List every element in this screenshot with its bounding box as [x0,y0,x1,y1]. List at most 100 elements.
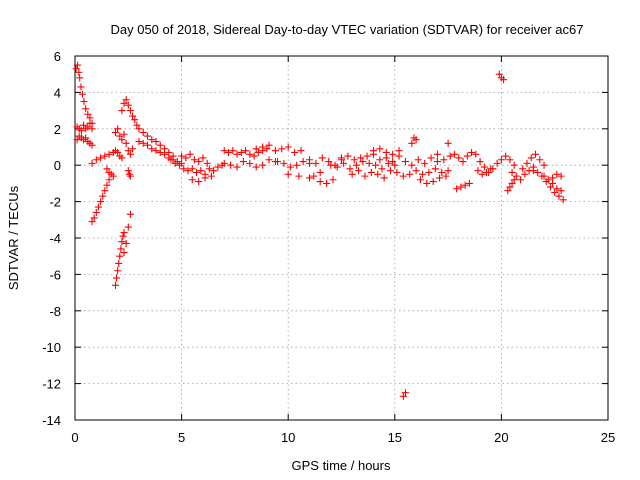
data-point [92,209,100,217]
data-point [280,159,288,167]
data-point [416,176,424,184]
data-point [506,156,514,164]
data-point [532,150,540,158]
series-arc-af [416,172,450,187]
data-point [161,150,169,158]
data-point [310,172,318,180]
data-point [291,148,299,156]
data-point [306,174,314,182]
data-point [182,154,190,162]
data-point [421,159,429,167]
x-tick-label: 0 [71,430,78,445]
data-point [75,68,83,76]
data-point [84,123,92,131]
y-tick-label: -12 [42,377,61,392]
data-point [120,99,128,107]
series-arc-i [112,125,137,158]
data-point [523,159,531,167]
data-point [188,176,196,184]
data-point [540,161,548,169]
data-point [472,150,480,158]
data-point [504,187,512,195]
series-arc-l [124,167,134,180]
data-point [129,112,137,120]
y-tick-label: 6 [54,49,61,64]
y-tick-label: -6 [49,267,61,282]
y-tick-label: -10 [42,340,61,355]
data-point [122,139,130,147]
data-point [408,161,416,169]
data-point [139,139,147,147]
data-point [512,172,520,180]
series-arc-b [73,119,96,135]
series-arc-ak [474,165,495,178]
data-point [284,170,292,178]
data-point [348,170,356,178]
data-point [88,141,96,149]
data-point [195,178,203,186]
data-point [188,165,196,173]
data-point [510,161,518,169]
data-point [259,161,267,169]
data-point [252,145,260,153]
data-point [352,161,360,169]
series-arc-ah [450,148,476,166]
data-point [382,148,390,156]
data-point [90,214,98,222]
data-point [438,168,446,176]
data-point [521,170,529,178]
data-point [120,249,128,257]
data-point [295,172,303,180]
data-point [408,139,416,147]
data-point [118,136,126,144]
data-point [126,172,134,180]
y-axis-ticks: 6 4 2 0 -2 -4 -6 -8 -10 -12 -14 [42,49,608,428]
data-point [229,147,237,155]
data-point [361,172,369,180]
data-point [178,152,186,160]
y-tick-label: -4 [49,231,61,246]
y-tick-label: 4 [54,85,61,100]
data-point [378,165,386,173]
data-point [286,163,294,171]
data-point [88,159,96,167]
series-arc-aq [540,172,565,195]
data-point [557,172,565,180]
data-point [510,176,518,184]
data-point [124,223,132,231]
data-point [94,203,102,211]
data-point [346,165,354,173]
series-arc-ar [549,170,565,182]
data-point [559,196,567,204]
data-point [480,163,488,171]
data-point [453,185,461,193]
data-point [148,145,156,153]
data-point [534,168,542,176]
data-point [112,128,120,136]
data-point [82,105,90,113]
series-arc-ae [412,165,452,178]
data-point [175,161,183,169]
data-point [376,145,384,153]
y-tick-label: 0 [54,158,61,173]
data-point [197,167,205,175]
data-point [126,210,134,218]
data-point [431,165,439,173]
data-point [551,189,559,196]
data-point [131,116,139,124]
data-point [122,96,130,104]
data-point [363,152,371,160]
x-tick-label: 15 [388,430,402,445]
data-point [214,163,222,171]
data-point [497,156,505,164]
data-point [184,167,192,175]
data-point [86,119,94,127]
data-point [152,138,160,146]
data-point [259,143,267,151]
series-arc-u [284,168,324,182]
data-point [391,161,399,169]
data-point [355,167,363,175]
data-point [465,179,473,187]
data-point [203,159,211,167]
